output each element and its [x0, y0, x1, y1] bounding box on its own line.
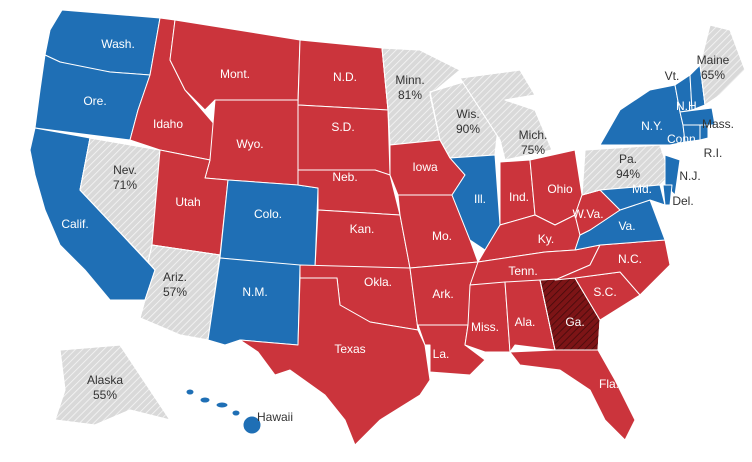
state-shape — [199, 396, 211, 404]
state-label: N.D. — [333, 70, 357, 84]
state-label: Ind. — [509, 190, 529, 204]
state-label: Wyo. — [236, 137, 263, 151]
state-shape — [599, 184, 666, 211]
state-label: Mont. — [220, 67, 250, 81]
state-label: Calif. — [61, 217, 88, 231]
state-label: Neb. — [332, 170, 357, 184]
state-label: Conn. — [667, 132, 699, 146]
state-hatch — [459, 69, 553, 161]
state-label: Fla. — [599, 377, 619, 391]
state-label: Texas — [334, 342, 365, 356]
state-label: Nev. — [113, 163, 137, 177]
state-label: Ill. — [474, 192, 486, 206]
state-label: Hawaii — [257, 410, 293, 424]
state-labels: Wash. Ore. Calif. Nev.71% Idaho Mont. Wyo. Utah… — [61, 37, 734, 424]
state-label: W.Va. — [572, 207, 603, 221]
state-percent: 94% — [616, 167, 640, 181]
state-label: R.I. — [704, 146, 723, 160]
state-label: Minn. — [395, 73, 424, 87]
state-label: Wash. — [101, 37, 135, 51]
state-shape — [464, 281, 511, 353]
state-label: Ohio — [547, 182, 573, 196]
state-percent: 90% — [456, 122, 480, 136]
state-label: S.D. — [331, 120, 354, 134]
state-label: Miss. — [471, 320, 499, 334]
state-shape — [185, 388, 195, 396]
state-label: Md. — [632, 182, 652, 196]
state-label: Okla. — [364, 275, 392, 289]
state-percent: 55% — [93, 388, 117, 402]
state-label: Mo. — [432, 229, 452, 243]
state-shape — [699, 124, 709, 141]
state-label: Ky. — [538, 232, 554, 246]
state-label: Ala. — [515, 315, 536, 329]
state-label: Ark. — [432, 287, 453, 301]
state-shape — [219, 179, 319, 269]
state-label: Mich. — [519, 128, 548, 142]
state-label: N.C. — [618, 252, 642, 266]
state-label: Maine — [697, 53, 730, 67]
state-hatch — [54, 344, 171, 426]
state-label: Idaho — [153, 117, 183, 131]
state-shape — [504, 279, 556, 353]
state-shape — [509, 349, 636, 441]
state-shape — [554, 239, 671, 296]
state-shape — [215, 401, 229, 409]
state-label: N.H. — [676, 99, 700, 113]
states — [29, 9, 746, 446]
state-shape — [207, 257, 301, 346]
state-label: Mass. — [702, 117, 734, 131]
state-label: S.C. — [593, 285, 616, 299]
state-label: Ariz. — [163, 270, 187, 284]
state-percent: 65% — [701, 68, 725, 82]
state-shape — [449, 154, 501, 251]
state-label: Ga. — [565, 315, 584, 329]
state-label: Kan. — [350, 222, 375, 236]
state-label: Colo. — [254, 207, 282, 221]
state-hatch — [699, 24, 746, 106]
state-percent: 57% — [163, 285, 187, 299]
state-percent: 75% — [521, 143, 545, 157]
state-label: La. — [433, 347, 450, 361]
state-label: Wis. — [456, 107, 479, 121]
state-percent: 81% — [398, 88, 422, 102]
state-shape — [297, 104, 391, 176]
state-label: N.J. — [679, 169, 700, 183]
state-shape — [662, 184, 673, 206]
state-shape — [314, 209, 411, 269]
state-percent: 71% — [113, 178, 137, 192]
state-label: Ore. — [83, 94, 106, 108]
state-label: Alaska — [87, 373, 123, 387]
state-shape — [242, 415, 262, 435]
state-label: Va. — [618, 219, 635, 233]
state-label: Vt. — [665, 69, 680, 83]
state-shape — [231, 409, 241, 417]
state-label: Pa. — [619, 152, 637, 166]
state-label: N.M. — [242, 285, 267, 299]
state-label: Tenn. — [508, 264, 537, 278]
state-shape — [239, 277, 431, 446]
state-label: Iowa — [412, 160, 438, 174]
state-label: Del. — [672, 194, 693, 208]
state-label: N.Y. — [641, 119, 663, 133]
state-label: Utah — [175, 195, 200, 209]
